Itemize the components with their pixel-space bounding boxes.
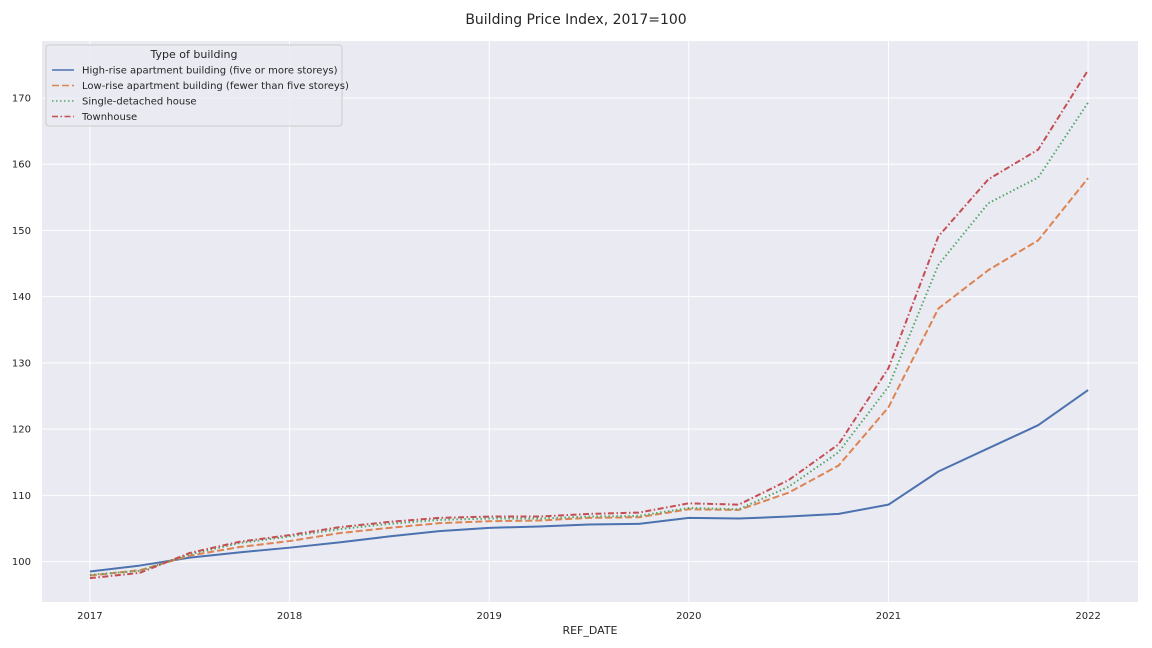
x-tick-label: 2017: [77, 611, 102, 622]
legend-label: Low-rise apartment building (fewer than …: [82, 81, 349, 92]
series-line-3: [89, 102, 1089, 576]
chart-title: Building Price Index, 2017=100: [465, 12, 686, 28]
y-tick-label: 110: [12, 491, 31, 502]
y-tick-label: 150: [12, 226, 31, 237]
legend-title: Type of building: [150, 48, 238, 61]
grid-lines: [42, 41, 1138, 602]
legend-box: [45, 44, 343, 127]
y-axis-ticks: 100 110 120 130 140 150 160 170: [12, 93, 31, 568]
legend-label: High-rise apartment building (five or mo…: [82, 66, 338, 77]
x-tick-label: 2022: [1075, 611, 1100, 622]
x-axis-label: REF_DATE: [562, 624, 617, 637]
x-tick-label: 2021: [876, 611, 901, 622]
x-axis-ticks: 2017 2018 2019 2020 2021 2022: [77, 611, 1101, 622]
x-tick-label: 2020: [676, 611, 701, 622]
legend-items: High-rise apartment building (five or mo…: [52, 66, 349, 123]
series-line-4: [89, 69, 1089, 580]
x-tick-label: 2018: [277, 611, 302, 622]
y-tick-label: 160: [12, 160, 31, 171]
y-tick-label: 120: [12, 425, 31, 436]
series-lines: [89, 69, 1089, 580]
plot-area: [42, 41, 1138, 602]
y-tick-label: 130: [12, 358, 31, 369]
x-tick-label: 2019: [476, 611, 501, 622]
y-tick-label: 170: [12, 93, 31, 104]
legend-label: Townhouse: [81, 112, 137, 123]
legend-label: Single-detached house: [82, 97, 197, 108]
y-tick-label: 140: [12, 292, 31, 303]
series-line-2: [89, 177, 1089, 577]
legend: Type of building High-rise apartment bui…: [45, 44, 349, 127]
y-tick-label: 100: [12, 557, 31, 568]
series-line-1: [89, 389, 1089, 573]
